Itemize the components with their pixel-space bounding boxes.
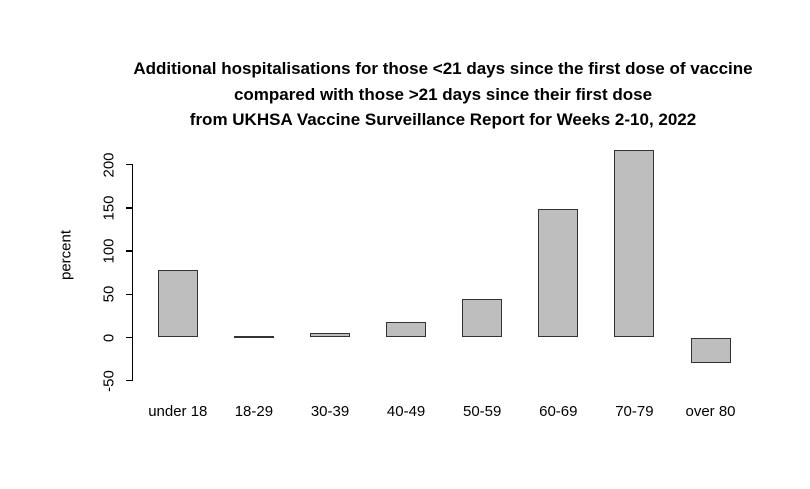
bar-70-79	[614, 150, 655, 338]
chart-title-line-2: compared with those >21 days since their…	[233, 85, 653, 104]
y-tick-mark	[125, 379, 133, 382]
y-tick-label: -50	[100, 369, 118, 392]
y-tick-mark	[125, 207, 133, 209]
bar-18-29	[233, 335, 274, 338]
y-tick-label: 150	[100, 195, 118, 221]
chart-title-line-1: Additional hospitalisations for those <2…	[133, 59, 753, 78]
bar-50-59	[462, 299, 503, 338]
y-tick-label: 100	[100, 238, 118, 264]
y-axis-line	[131, 163, 133, 382]
x-category-label: over 80	[685, 403, 736, 420]
x-category-label: 50-59	[463, 403, 502, 420]
y-tick-mark	[125, 250, 133, 252]
x-category-label: under 18	[148, 403, 208, 420]
bar-60-69	[538, 208, 579, 338]
x-category-label: 70-79	[615, 403, 654, 420]
y-tick-mark	[125, 163, 133, 166]
bar-30-39	[310, 333, 350, 338]
y-tick-mark	[125, 336, 133, 339]
bar-over-80	[690, 337, 731, 363]
y-tick-label: 50	[100, 285, 118, 303]
y-axis-title: percent	[57, 229, 75, 281]
chart-title-line-3: from UKHSA Vaccine Surveillance Report f…	[189, 110, 697, 129]
x-category-label: 60-69	[539, 403, 578, 420]
x-category-label: 40-49	[386, 403, 426, 420]
y-tick-mark	[125, 293, 133, 296]
x-category-label: 30-39	[310, 403, 350, 420]
y-tick-label: 0	[100, 333, 118, 342]
y-tick-label: 200	[100, 152, 118, 178]
x-category-label: 18-29	[234, 403, 274, 420]
bar-40-49	[386, 321, 427, 338]
bar-under-18	[157, 270, 198, 338]
